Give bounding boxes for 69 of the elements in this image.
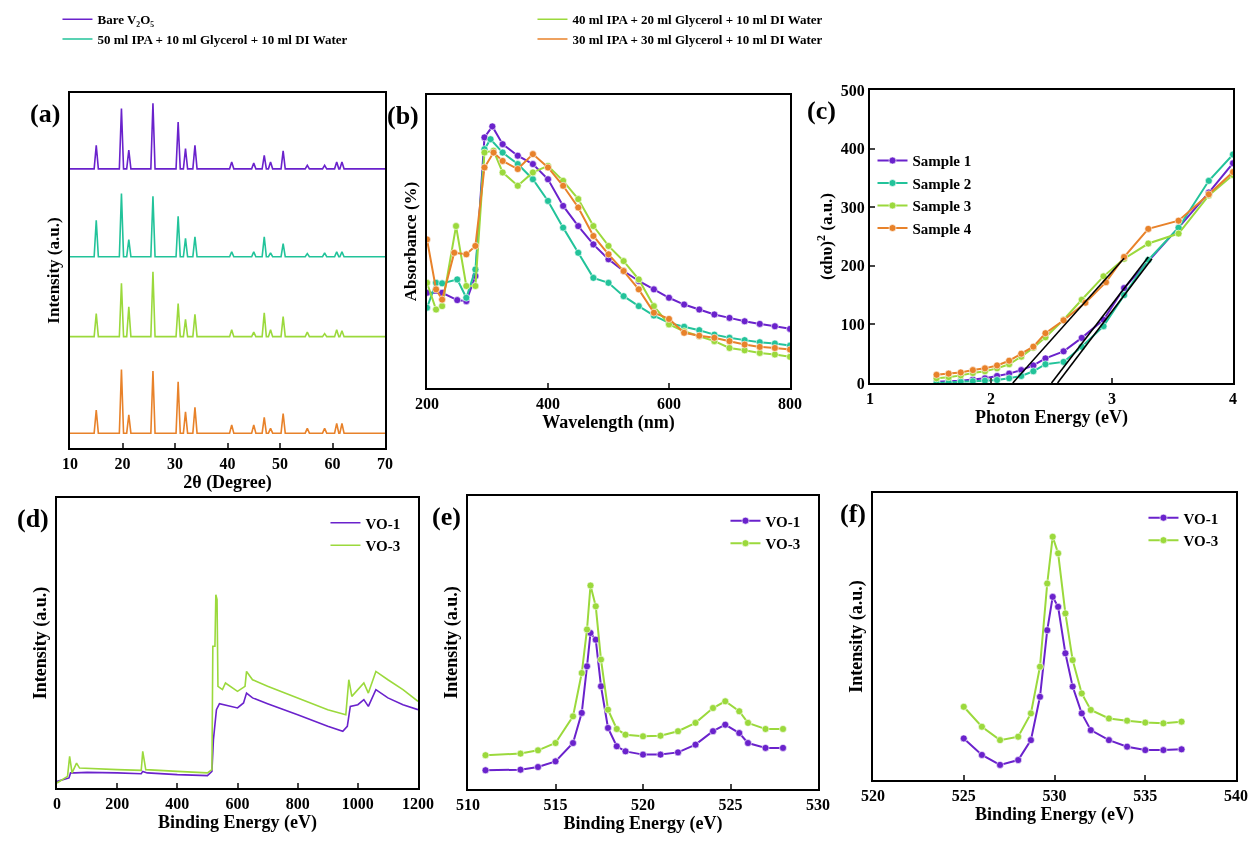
y-axis-title: Intensity (a.u.) — [44, 217, 64, 324]
x-tick-label: 520 — [631, 796, 655, 814]
x-tick-label: 1 — [866, 390, 874, 408]
x-tick-label: 600 — [657, 395, 681, 413]
legend-label: VO-1 — [1183, 510, 1219, 527]
legend-label: VO-3 — [765, 536, 801, 553]
x-tick-label: 400 — [536, 395, 560, 413]
legend-label: 40 ml IPA + 20 ml Glycerol + 10 ml DI Water — [572, 12, 823, 28]
x-tick-label: 800 — [778, 395, 802, 413]
y-tick-label: 500 — [840, 81, 865, 99]
chart-title: (e) — [432, 502, 461, 531]
x-tick-label: 535 — [1133, 787, 1158, 805]
legend-label: Sample 4 — [912, 220, 972, 237]
x-tick-label: 540 — [1224, 787, 1248, 805]
x-tick-label: 600 — [225, 795, 250, 813]
y-axis-title: Intensity (a.u.) — [845, 580, 867, 693]
legend-label: Bare V₂O₅ — [97, 12, 155, 28]
chart-title: (b) — [387, 101, 419, 130]
x-tick-label: 510 — [456, 796, 480, 814]
y-tick-label: 0 — [856, 374, 865, 392]
y-tick-label: 300 — [840, 198, 865, 216]
x-tick-label: 800 — [285, 795, 310, 813]
chart-title: (c) — [807, 96, 836, 125]
legend-label: 30 ml IPA + 30 ml Glycerol + 10 ml DI Water — [572, 32, 823, 48]
x-tick-label: 30 — [167, 455, 183, 473]
y-tick-label: 400 — [840, 140, 865, 158]
x-tick-label: 200 — [105, 795, 130, 813]
chart-title: (a) — [30, 99, 61, 128]
x-tick-label: 0 — [53, 795, 61, 813]
x-tick-label: 3 — [1108, 390, 1116, 408]
y-axis-title: Absorbance (%) — [401, 181, 421, 302]
legend-label: VO-3 — [365, 538, 401, 555]
legend-label: Sample 2 — [912, 175, 972, 192]
x-tick-label: 1000 — [341, 795, 374, 813]
y-axis-title: Intensity (a.u.) — [29, 586, 51, 700]
x-tick-label: 20 — [114, 455, 131, 473]
x-tick-label: 530 — [806, 796, 830, 814]
x-axis-title: Binding Energy (eV) — [974, 804, 1135, 826]
x-tick-label: 525 — [951, 787, 976, 805]
x-tick-label: 1200 — [402, 795, 434, 813]
legend-label: VO-1 — [365, 515, 401, 532]
x-axis-title: 2θ (Degree) — [183, 472, 272, 494]
legend-label: VO-1 — [765, 513, 801, 530]
x-axis-title: Binding Energy (eV) — [563, 813, 723, 835]
legend-label: Sample 1 — [912, 153, 972, 170]
x-tick-label: 10 — [62, 455, 78, 473]
legend-label: 50 ml IPA + 10 ml Glycerol + 10 ml DI Water — [97, 32, 348, 48]
x-tick-label: 2 — [987, 390, 995, 408]
x-tick-label: 520 — [861, 787, 885, 805]
x-tick-label: 50 — [272, 455, 288, 473]
x-axis-title: Binding Energy (eV) — [157, 812, 318, 834]
legend-label: Sample 3 — [912, 198, 972, 215]
x-tick-label: 400 — [165, 795, 190, 813]
x-tick-label: 70 — [377, 455, 393, 473]
x-axis-title: Photon Energy (eV) — [975, 407, 1128, 429]
y-tick-label: 200 — [840, 257, 865, 275]
x-tick-label: 200 — [415, 395, 439, 413]
legend-label: VO-3 — [1183, 533, 1219, 550]
x-tick-label: 40 — [219, 455, 236, 473]
chart-title: (d) — [17, 504, 49, 533]
x-axis-title: Wavelength (nm) — [542, 412, 675, 434]
x-tick-label: 60 — [324, 455, 341, 473]
chart-title: (f) — [840, 499, 866, 528]
x-tick-label: 530 — [1042, 787, 1067, 805]
x-tick-label: 515 — [543, 796, 568, 814]
y-tick-label: 100 — [840, 316, 865, 333]
x-tick-label: 525 — [718, 796, 743, 814]
y-axis-title: Intensity (a.u.) — [440, 586, 462, 699]
x-tick-label: 4 — [1229, 390, 1237, 408]
